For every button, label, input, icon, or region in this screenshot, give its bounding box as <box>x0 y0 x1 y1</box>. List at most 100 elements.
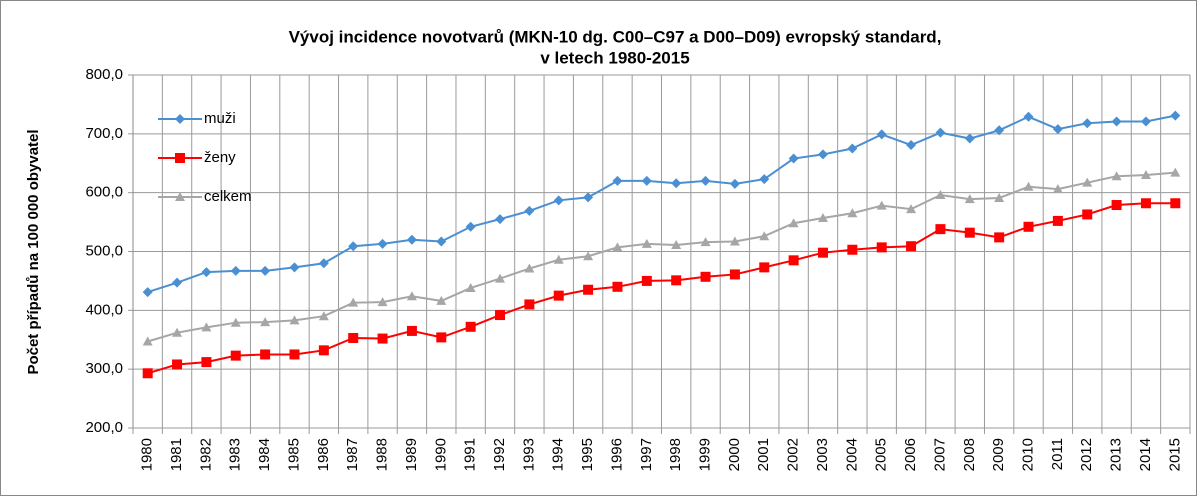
data-point <box>1023 221 1034 232</box>
chart-title: Vývoj incidence novotvarů (MKN-10 dg. C0… <box>289 27 942 46</box>
data-point <box>817 247 828 258</box>
data-point <box>641 238 652 248</box>
data-point <box>348 241 359 252</box>
x-tick-label: 2009 <box>990 438 1007 471</box>
data-point <box>847 208 858 218</box>
x-tick-label: 1985 <box>285 438 302 471</box>
data-point <box>1082 177 1093 187</box>
data-point <box>641 175 652 186</box>
data-point <box>553 195 564 206</box>
x-tick-label: 1983 <box>227 438 244 471</box>
data-point <box>289 315 300 325</box>
legend-marker <box>175 114 185 124</box>
data-point <box>436 236 447 247</box>
series-line <box>147 114 1176 294</box>
data-point <box>994 232 1005 243</box>
x-tick-label: 2010 <box>1019 438 1036 471</box>
data-point <box>1111 200 1122 211</box>
y-tick-label: 800,0 <box>85 66 123 83</box>
data-point <box>671 178 682 189</box>
x-tick-label: 1990 <box>432 438 449 471</box>
data-point <box>876 129 887 140</box>
data-point <box>1170 198 1181 209</box>
data-point <box>788 153 799 164</box>
data-point <box>465 221 476 232</box>
data-point <box>495 214 506 225</box>
x-tick-label: 2002 <box>785 438 802 471</box>
data-point <box>935 190 946 200</box>
data-point <box>142 287 153 298</box>
x-tick-label: 2013 <box>1108 438 1125 471</box>
data-point <box>847 143 858 154</box>
y-tick-label: 600,0 <box>85 184 123 201</box>
x-tick-label: 1999 <box>697 438 714 471</box>
data-point <box>612 242 623 252</box>
data-point <box>612 281 623 292</box>
y-tick-label: 400,0 <box>85 301 123 318</box>
data-point <box>142 336 153 346</box>
data-point <box>729 269 740 280</box>
data-point <box>729 236 740 246</box>
data-point <box>318 311 329 321</box>
data-point <box>906 241 917 252</box>
data-point <box>788 255 799 266</box>
data-point <box>935 224 946 235</box>
x-tick-label: 1987 <box>344 438 361 471</box>
x-tick-label: 1993 <box>520 438 537 471</box>
data-point <box>348 297 359 307</box>
data-point <box>1052 215 1063 226</box>
x-tick-label: 2007 <box>931 438 948 471</box>
data-point <box>201 357 212 368</box>
data-point <box>230 350 241 361</box>
x-tick-label: 1982 <box>197 438 214 471</box>
data-point <box>495 310 506 321</box>
data-point <box>1082 209 1093 220</box>
data-point <box>906 204 917 214</box>
data-point <box>1170 167 1181 177</box>
x-tick-label: 1994 <box>550 438 567 471</box>
data-point <box>935 127 946 138</box>
x-tick-label: 2014 <box>1137 438 1154 471</box>
x-tick-label: 2004 <box>843 438 860 471</box>
data-point <box>260 265 271 276</box>
x-tick-label: 1984 <box>256 438 273 471</box>
data-point <box>1140 198 1151 209</box>
data-point <box>142 368 153 379</box>
x-tick-label: 1996 <box>608 438 625 471</box>
data-point <box>553 290 564 301</box>
data-point <box>495 273 506 283</box>
data-point <box>1052 184 1063 194</box>
data-point <box>377 297 388 307</box>
data-point <box>524 263 535 273</box>
data-point <box>524 205 535 216</box>
data-point <box>553 254 564 264</box>
x-tick-label: 1986 <box>315 438 332 471</box>
data-point <box>230 265 241 276</box>
x-tick-label: 2015 <box>1166 438 1183 471</box>
data-point <box>759 174 770 185</box>
data-point <box>1170 110 1181 121</box>
data-point <box>759 262 770 273</box>
x-tick-label: 1980 <box>139 438 156 471</box>
data-point <box>964 194 975 204</box>
data-point <box>729 178 740 189</box>
y-tick-label: 200,0 <box>85 419 123 436</box>
data-point <box>465 321 476 332</box>
data-point <box>524 299 535 310</box>
chart-title: v letech 1980-2015 <box>540 48 689 67</box>
data-point <box>230 317 241 327</box>
y-tick-label: 500,0 <box>85 242 123 259</box>
x-tick-label: 1989 <box>403 438 420 471</box>
x-tick-label: 2012 <box>1078 438 1095 471</box>
data-point <box>260 317 271 327</box>
data-point <box>172 359 183 370</box>
data-point <box>172 327 183 337</box>
data-point <box>377 238 388 249</box>
data-point <box>436 295 447 305</box>
data-point <box>906 140 917 151</box>
x-tick-label: 2008 <box>961 438 978 471</box>
x-tick-label: 2001 <box>755 438 772 471</box>
y-tick-label: 700,0 <box>85 125 123 142</box>
data-point <box>759 231 770 241</box>
